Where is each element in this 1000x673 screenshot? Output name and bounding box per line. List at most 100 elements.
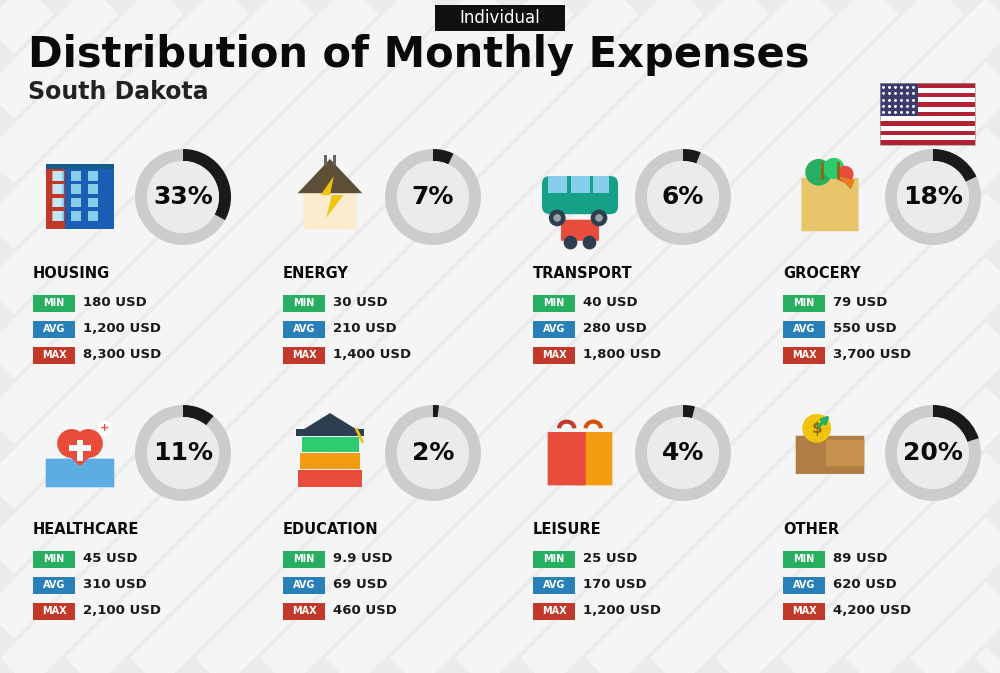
Circle shape [802, 414, 831, 443]
Text: 2%: 2% [412, 441, 454, 465]
Text: MAX: MAX [542, 350, 566, 360]
Bar [70, 211, 81, 221]
Bar [69, 445, 91, 451]
Bar [53, 171, 64, 180]
FancyBboxPatch shape [33, 551, 75, 567]
Text: 1,800 USD: 1,800 USD [583, 349, 661, 361]
Wedge shape [683, 405, 695, 418]
Wedge shape [433, 149, 453, 164]
Bar [880, 116, 975, 121]
Circle shape [147, 417, 219, 489]
Text: 89 USD: 89 USD [833, 553, 888, 565]
FancyBboxPatch shape [801, 178, 859, 232]
Circle shape [647, 417, 719, 489]
FancyBboxPatch shape [283, 320, 325, 337]
FancyBboxPatch shape [533, 320, 575, 337]
Text: 1,200 USD: 1,200 USD [83, 322, 161, 336]
Bar [880, 140, 975, 145]
Text: AVG: AVG [43, 580, 65, 590]
Wedge shape [385, 149, 481, 245]
Text: 11%: 11% [153, 441, 213, 465]
Wedge shape [635, 405, 731, 501]
Bar [88, 184, 98, 194]
FancyBboxPatch shape [796, 436, 864, 474]
Text: 30 USD: 30 USD [333, 297, 388, 310]
FancyBboxPatch shape [574, 432, 612, 485]
Circle shape [595, 214, 603, 221]
Bar [548, 176, 567, 193]
Text: +: + [100, 423, 109, 433]
Text: GROCERY: GROCERY [783, 266, 861, 281]
Wedge shape [933, 405, 979, 442]
Bar [570, 176, 590, 193]
Circle shape [147, 161, 219, 233]
Text: 3,700 USD: 3,700 USD [833, 349, 911, 361]
Circle shape [553, 214, 561, 221]
Wedge shape [385, 405, 481, 501]
Circle shape [57, 429, 86, 458]
Circle shape [74, 429, 103, 458]
Bar [70, 198, 81, 207]
Text: 20%: 20% [903, 441, 963, 465]
Circle shape [805, 159, 832, 186]
Bar [46, 164, 114, 168]
Circle shape [564, 236, 577, 250]
Text: 550 USD: 550 USD [833, 322, 897, 336]
Bar [296, 429, 364, 436]
Text: 180 USD: 180 USD [83, 297, 147, 310]
Wedge shape [683, 149, 701, 164]
Text: Distribution of Monthly Expenses: Distribution of Monthly Expenses [28, 34, 810, 76]
Text: MAX: MAX [792, 606, 816, 616]
Polygon shape [303, 165, 357, 229]
Text: MAX: MAX [792, 350, 816, 360]
Bar [324, 155, 327, 165]
Bar [52, 198, 62, 207]
FancyBboxPatch shape [435, 5, 565, 31]
Text: ENERGY: ENERGY [283, 266, 349, 281]
Bar [880, 98, 975, 102]
Text: MIN: MIN [543, 554, 565, 564]
FancyBboxPatch shape [533, 347, 575, 363]
Text: AVG: AVG [543, 324, 565, 334]
FancyBboxPatch shape [783, 602, 825, 620]
Bar [298, 470, 362, 487]
Bar [880, 83, 975, 145]
Text: $: $ [811, 421, 822, 436]
Text: 4,200 USD: 4,200 USD [833, 604, 911, 618]
FancyBboxPatch shape [826, 439, 864, 466]
Text: 25 USD: 25 USD [583, 553, 637, 565]
Polygon shape [298, 159, 362, 193]
Text: 2,100 USD: 2,100 USD [83, 604, 161, 618]
FancyBboxPatch shape [783, 347, 825, 363]
Text: 210 USD: 210 USD [333, 322, 397, 336]
Text: 310 USD: 310 USD [83, 579, 147, 592]
Bar [880, 83, 918, 116]
Text: MIN: MIN [793, 298, 815, 308]
FancyBboxPatch shape [283, 577, 325, 594]
Bar [52, 211, 62, 221]
Bar [46, 168, 65, 229]
FancyBboxPatch shape [783, 295, 825, 312]
Wedge shape [135, 149, 231, 245]
Text: 9.9 USD: 9.9 USD [333, 553, 392, 565]
Wedge shape [433, 405, 439, 417]
Bar [880, 131, 975, 135]
FancyBboxPatch shape [542, 176, 618, 214]
FancyBboxPatch shape [283, 347, 325, 363]
Bar [88, 171, 98, 180]
Text: MAX: MAX [292, 350, 316, 360]
Text: 1,200 USD: 1,200 USD [583, 604, 661, 618]
Text: AVG: AVG [793, 580, 815, 590]
Text: AVG: AVG [293, 580, 315, 590]
Circle shape [397, 417, 469, 489]
Wedge shape [885, 149, 981, 245]
Bar [53, 198, 64, 207]
Bar [880, 112, 975, 116]
Bar [46, 168, 114, 229]
Bar [880, 102, 975, 107]
Circle shape [591, 209, 607, 226]
Circle shape [837, 166, 854, 182]
Text: MAX: MAX [42, 350, 66, 360]
FancyBboxPatch shape [783, 551, 825, 567]
Text: MIN: MIN [293, 298, 315, 308]
